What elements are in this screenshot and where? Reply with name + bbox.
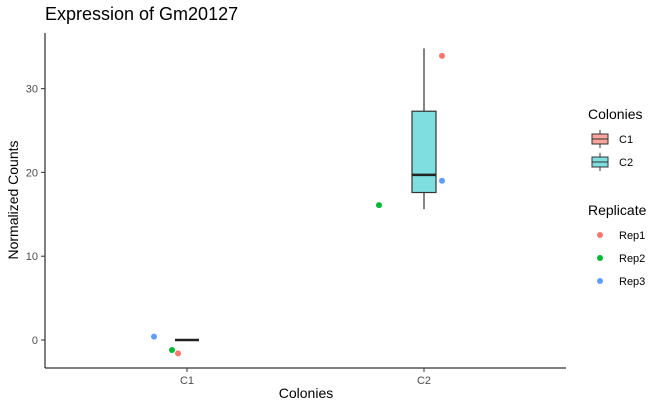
chart-title: Expression of Gm20127 [45,4,238,24]
legend-label-C2: C2 [619,157,633,169]
legend-label-C1: C1 [619,134,633,146]
legend-title-colonies: Colonies [588,106,642,122]
x-tick-label: C2 [417,375,431,387]
y-tick-label: 10 [26,251,38,263]
legend-label-rep2: Rep2 [619,253,645,265]
legend-key-rep1 [597,232,603,238]
legend: Colonies C1 C2 Replicate Rep1 Rep2 Rep3 [588,106,647,288]
x-axis-title: Colonies [279,385,333,401]
legend-colonies: Colonies C1 C2 [588,106,642,171]
y-tick-label: 30 [26,84,38,96]
point-C2-rep1 [439,52,445,59]
point-C1-rep2 [169,347,175,354]
point-C2-rep2 [376,202,382,209]
point-layer [151,52,445,357]
y-axis-title: Normalized Counts [5,140,21,259]
box-layer [175,48,437,342]
legend-title-replicate: Replicate [588,202,647,218]
legend-key-rep3 [597,278,603,284]
y-axis-ticks: 0 10 20 30 [26,84,45,347]
y-tick-label: 20 [26,167,38,179]
y-tick-label: 0 [32,335,38,347]
point-C2-rep3 [439,177,445,184]
point-C1-rep3 [151,333,157,340]
legend-label-rep3: Rep3 [619,276,645,288]
point-C1-rep1 [175,350,181,357]
legend-replicate: Replicate Rep1 Rep2 Rep3 [588,202,647,288]
x-tick-label: C1 [180,375,194,387]
iqr-box [411,110,437,194]
box-C2 [411,48,437,210]
legend-key-rep2 [597,255,603,261]
x-axis-ticks: C1 C2 [180,368,431,387]
legend-label-rep1: Rep1 [619,230,645,242]
